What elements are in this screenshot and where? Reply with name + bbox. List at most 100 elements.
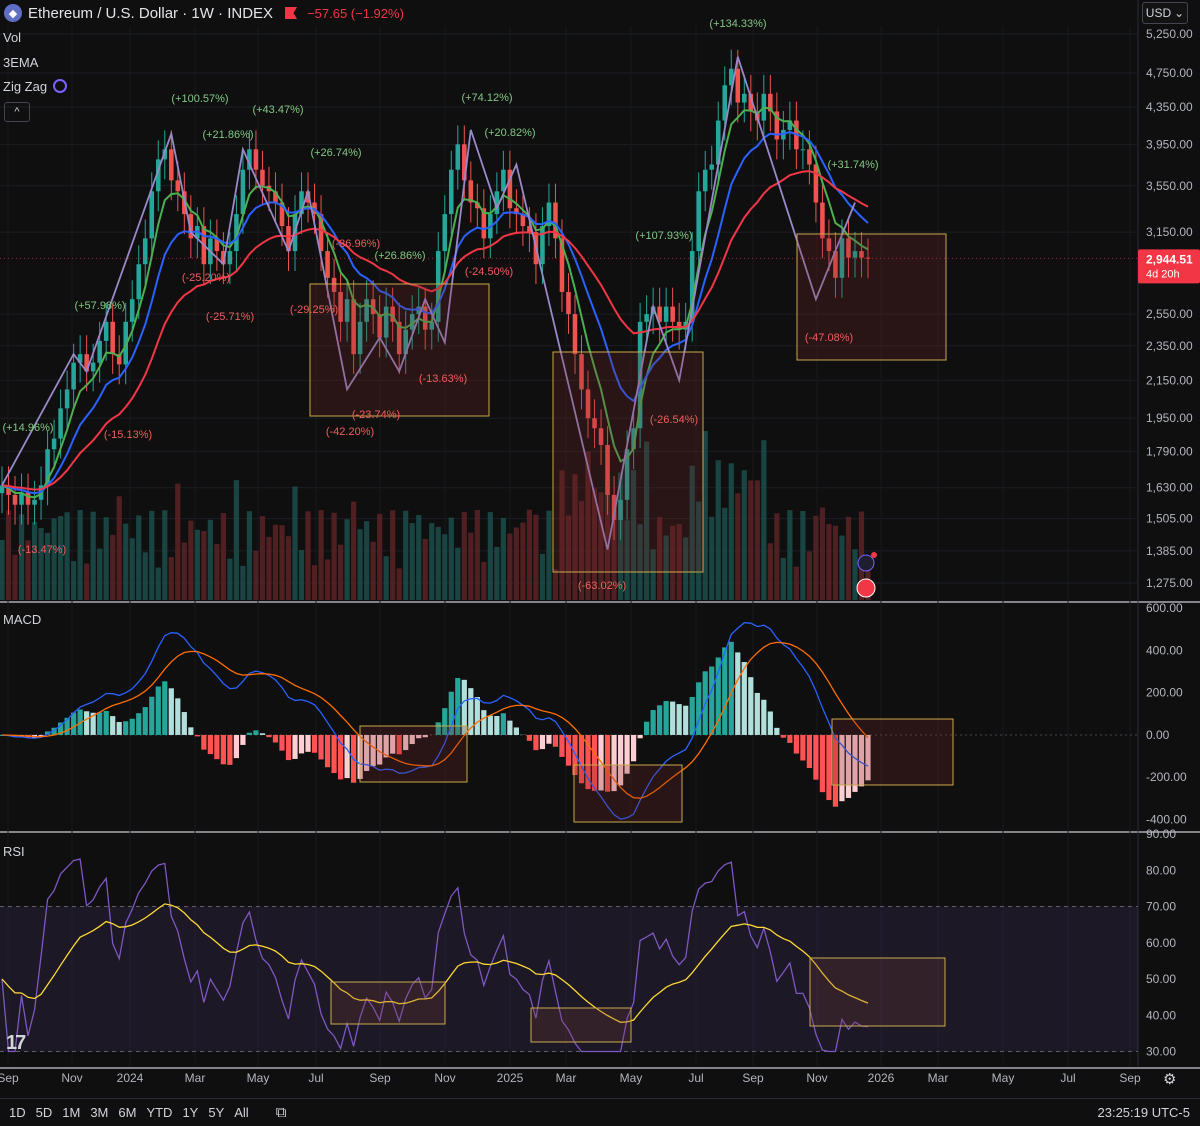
- macd-histogram-bar: [676, 704, 682, 735]
- timeframe-3m[interactable]: 3M: [90, 1105, 109, 1120]
- timeframe-list: 1D 5D 1M 3M 6M YTD 1Y 5Y All: [0, 1105, 254, 1120]
- macd-histogram-bar: [474, 697, 480, 735]
- volume-bar: [38, 528, 44, 600]
- indicator-vol[interactable]: Vol: [3, 30, 22, 45]
- timeframe-1m[interactable]: 1M: [62, 1105, 81, 1120]
- volume-bar: [337, 544, 344, 600]
- us-flag-icon: [856, 578, 876, 598]
- rsi-label[interactable]: RSI: [3, 844, 25, 859]
- candle: [45, 430, 50, 506]
- volume-bar: [403, 510, 409, 600]
- symbol-title[interactable]: Ethereum / U.S. Dollar · 1W · INDEX: [28, 4, 274, 22]
- timeframe-1y[interactable]: 1Y: [182, 1105, 199, 1120]
- macd-histogram-bar: [266, 734, 272, 738]
- candle-body: [514, 208, 519, 215]
- candle-body: [787, 120, 793, 130]
- macd-histogram-bar: [123, 721, 129, 735]
- chevron-down-icon: ⌄: [1174, 6, 1185, 20]
- macd-histogram-bar: [800, 734, 806, 761]
- date-range-icon[interactable]: ⧉: [275, 1104, 287, 1121]
- zigzag-annotation: (+100.57%): [171, 93, 228, 105]
- timeframe-6m[interactable]: 6M: [118, 1105, 137, 1120]
- candle: [0, 466, 5, 514]
- macd-histogram-bar: [194, 734, 200, 737]
- candle-body: [136, 264, 142, 300]
- volume-bar: [630, 470, 637, 600]
- indicator-3ema[interactable]: 3EMA: [3, 55, 39, 70]
- timeframe-5y[interactable]: 5Y: [208, 1105, 225, 1120]
- macd-histogram-bar: [240, 734, 246, 745]
- volume-bar: [103, 517, 109, 600]
- price-tick-label: 2,150.00: [1146, 373, 1193, 387]
- candle-body: [155, 159, 161, 192]
- price-tick-label: 2,350.00: [1146, 339, 1193, 353]
- candle-body: [240, 169, 246, 215]
- volume-bar: [214, 543, 220, 600]
- timeframe-all[interactable]: All: [234, 1105, 249, 1120]
- macd-histogram-bar: [735, 652, 741, 735]
- candle: [221, 232, 226, 285]
- candle-body: [820, 202, 825, 239]
- candle: [396, 302, 402, 375]
- price-tick-label: 1,790.00: [1146, 444, 1193, 458]
- timeframe-1d[interactable]: 1D: [9, 1105, 26, 1120]
- volume-bar: [670, 525, 676, 600]
- candle: [553, 183, 558, 259]
- macd-histogram-bar: [233, 734, 240, 759]
- candle-body: [318, 214, 324, 252]
- rsi-highlight-box: [530, 1007, 632, 1043]
- volume-bar: [468, 532, 474, 600]
- currency-selector[interactable]: USD ⌄: [1142, 2, 1188, 24]
- candle: [169, 130, 174, 201]
- macd-histogram-bar: [188, 727, 194, 735]
- gear-icon[interactable]: ⚙: [1163, 1071, 1177, 1088]
- volume-bar: [676, 524, 682, 600]
- time-tick-label: May: [247, 1071, 270, 1085]
- macd-histogram-bar: [279, 734, 285, 751]
- volume-bar: [162, 510, 168, 600]
- macd-histogram-bar: [819, 734, 826, 793]
- candle: [357, 302, 363, 375]
- indicator-zigzag[interactable]: Zig Zag: [3, 79, 68, 94]
- candle-body: [422, 306, 428, 330]
- candle-body: [748, 93, 754, 112]
- macd-histogram-bar: [552, 734, 559, 747]
- highlight-box: [552, 351, 704, 573]
- timeframe-5d[interactable]: 5D: [35, 1105, 53, 1120]
- volume-bar: [813, 515, 819, 600]
- zigzag-annotation: (+20.82%): [484, 127, 535, 139]
- zigzag-annotation: (+26.74%): [310, 147, 361, 159]
- macd-histogram-bar: [324, 734, 331, 768]
- candle: [247, 130, 252, 190]
- volume-bar: [520, 522, 526, 600]
- candle-body: [364, 299, 369, 322]
- volume-bar: [370, 541, 376, 600]
- candle-body: [260, 169, 265, 186]
- candle: [110, 302, 115, 375]
- clock[interactable]: 23:25:19 UTC-5: [1097, 1105, 1191, 1120]
- volume-bar: [787, 510, 793, 600]
- candle-body: [331, 277, 337, 292]
- price-tick-label: 5,250.00: [1146, 27, 1193, 41]
- timeframe-ytd[interactable]: YTD: [146, 1105, 173, 1120]
- volume-bar: [90, 511, 96, 600]
- candle-body: [357, 321, 363, 355]
- collapse-indicators-button[interactable]: ^: [4, 102, 30, 122]
- candle-body: [77, 354, 83, 363]
- volume-bar: [331, 512, 337, 600]
- volume-bar: [435, 526, 441, 600]
- volume-bar: [722, 507, 728, 600]
- candle-body: [299, 191, 304, 215]
- rsi-tick-label: 40.00: [1146, 1008, 1176, 1022]
- macd-label[interactable]: MACD: [3, 612, 42, 627]
- volume-bar: [136, 515, 142, 600]
- macd-histogram-bar: [285, 734, 292, 761]
- candle: [670, 287, 675, 342]
- candle-body: [644, 314, 649, 322]
- candle-body: [475, 202, 480, 209]
- macd-histogram-bar: [793, 734, 799, 754]
- candle: [846, 219, 851, 278]
- loading-icon: [53, 79, 68, 93]
